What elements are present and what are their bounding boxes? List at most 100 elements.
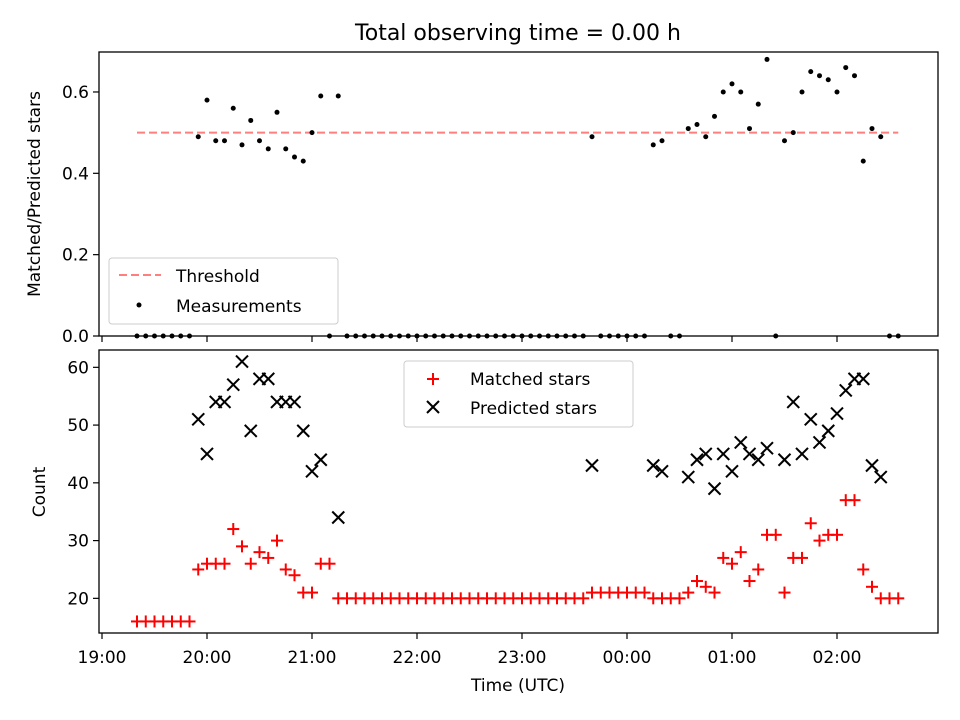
matched-star-point	[638, 586, 651, 599]
chart-title: Total observing time = 0.00 h	[354, 21, 681, 46]
measurement-point	[729, 81, 735, 87]
measurement-point	[265, 146, 271, 152]
predicted-star-point	[830, 406, 844, 421]
measurement-point	[878, 134, 884, 140]
matched-star-point	[271, 534, 283, 547]
predicted-star-point	[795, 447, 809, 461]
bottom-panel-ylabel: Count	[30, 466, 50, 517]
predicted-star-point	[804, 412, 818, 427]
measurement-point	[720, 89, 726, 95]
measurement-point	[292, 154, 297, 160]
measurement-point	[650, 142, 656, 148]
matched-star-point	[717, 551, 730, 564]
measurement-point	[817, 73, 822, 79]
matched-star-point	[796, 551, 808, 564]
top-ytick-label: 0.0	[62, 327, 89, 347]
matched-star-point	[708, 586, 721, 599]
measurement-point	[283, 146, 289, 152]
matched-star-point	[892, 592, 905, 605]
top-panel-frame	[98, 51, 939, 337]
matched-star-point	[192, 563, 205, 576]
top-ytick-label: 0.4	[62, 164, 89, 184]
predicted-star-point	[812, 435, 827, 450]
predicted-star-point	[655, 464, 669, 478]
measurement-point	[318, 93, 324, 99]
matched-star-point	[813, 534, 826, 547]
measurement-point	[213, 138, 219, 144]
top-legend: Threshold Measurements	[108, 257, 339, 325]
predicted-star-point	[191, 412, 205, 427]
predicted-star-point	[856, 372, 870, 386]
predicted-star-point	[716, 447, 730, 461]
predicted-star-point	[585, 458, 599, 473]
bottom-ytick-label: 50	[67, 416, 89, 436]
matched-star-point	[743, 575, 756, 588]
predicted-star-point	[690, 453, 704, 467]
predicted-star-point	[699, 447, 713, 461]
predicted-star-point	[707, 481, 722, 496]
matched-star-point	[682, 586, 695, 599]
bottom-xtick-label: 23:00	[498, 648, 547, 668]
measurement-point	[869, 126, 875, 132]
bottom-panel-frame	[98, 349, 939, 634]
bottom-ytick-label: 60	[67, 358, 89, 378]
predicted-star-point	[261, 372, 275, 386]
bottom-ytick-label: 30	[67, 532, 89, 552]
predicted-legend-label: Predicted stars	[470, 399, 597, 419]
bottom-ytick-label: 40	[67, 474, 89, 494]
measurement-point	[222, 138, 227, 144]
measurement-point	[852, 73, 857, 79]
measurement-point	[764, 56, 770, 62]
measurement-point	[257, 138, 262, 144]
measurements-legend-swatch	[136, 302, 142, 308]
measurements-legend-label: Measurements	[176, 297, 302, 317]
predicted-star-point	[314, 453, 328, 467]
predicted-star-point	[646, 458, 660, 473]
matched-star-point	[262, 551, 275, 564]
matched-star-point	[288, 569, 301, 582]
measurement-point	[825, 77, 831, 83]
predicted-star-point	[681, 470, 695, 484]
bottom-legend-box	[403, 360, 634, 428]
measurement-point	[738, 89, 744, 95]
bottom-panel-marks	[131, 354, 905, 628]
predicted-star-point	[751, 453, 765, 467]
bottom-xtick-label: 19:00	[78, 648, 127, 668]
matched-star-point	[253, 546, 266, 559]
measurement-point	[230, 105, 236, 111]
predicted-star-point	[874, 470, 888, 484]
predicted-star-point	[331, 510, 345, 525]
matched-star-point	[769, 528, 782, 541]
predicted-star-point	[200, 447, 214, 461]
measurement-point	[659, 138, 665, 144]
measurement-point	[685, 126, 691, 132]
predicted-star-point	[296, 424, 310, 438]
predicted-star-point	[287, 395, 302, 409]
matched-star-point	[778, 586, 791, 599]
matched-star-point	[691, 575, 703, 588]
predicted-star-point	[725, 464, 739, 478]
matched-star-point	[279, 563, 292, 576]
measurement-point	[248, 117, 254, 123]
predicted-star-point	[865, 458, 879, 473]
predicted-star-point	[777, 453, 792, 467]
matched-star-point	[227, 523, 240, 536]
matched-star-point	[577, 592, 590, 605]
bottom-legend: Matched stars Predicted stars	[403, 360, 634, 428]
matched-legend-swatch	[427, 373, 439, 385]
bottom-panel-xlabel: Time (UTC)	[470, 676, 565, 696]
matched-star-point	[673, 592, 686, 605]
top-legend-box	[108, 257, 339, 325]
top-ytick-label: 0.6	[62, 83, 89, 103]
measurement-point	[239, 142, 245, 148]
predicted-star-point	[839, 383, 853, 398]
predicted-star-point	[217, 395, 232, 409]
measurement-point	[782, 138, 787, 144]
bottom-xtick-label: 22:00	[393, 648, 442, 668]
measurement-point	[747, 126, 752, 132]
matched-star-point	[831, 528, 843, 541]
bottom-ytick-label: 20	[67, 589, 89, 609]
predicted-star-point	[760, 441, 774, 455]
matched-star-point	[804, 517, 817, 530]
